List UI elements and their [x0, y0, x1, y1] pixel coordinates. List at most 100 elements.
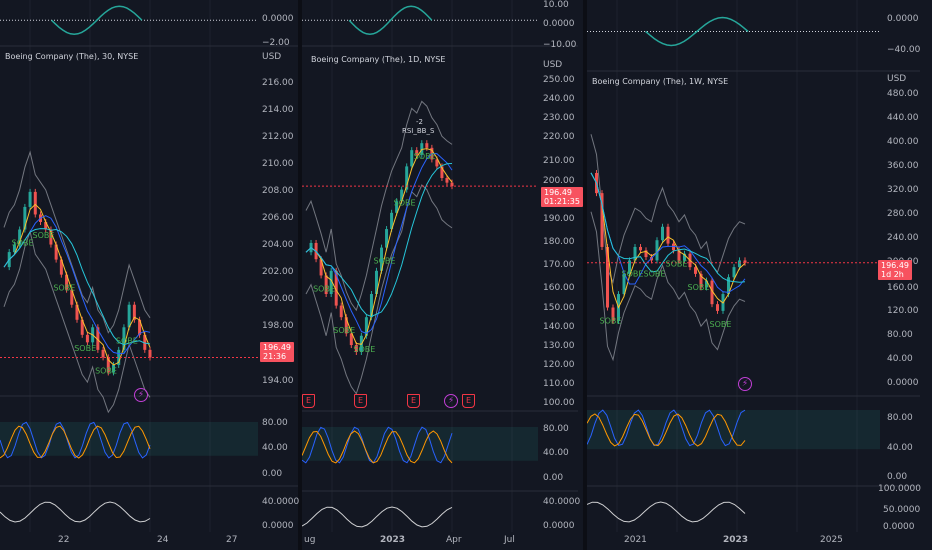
currency-label: USD	[887, 74, 907, 84]
candle-body	[127, 304, 131, 328]
price-axis-label: 216.00	[262, 78, 294, 88]
candle-body	[75, 304, 79, 320]
last-price: 196.49	[544, 188, 572, 197]
currency-label: USD	[543, 60, 563, 70]
candle-body	[380, 247, 384, 271]
bar-countdown: 21:36	[263, 352, 287, 361]
earnings-icon[interactable]: E	[462, 394, 475, 408]
price-axis-label: 208.00	[262, 186, 294, 196]
candle-body	[59, 259, 63, 275]
lower-axis-label: 40.00	[262, 443, 288, 453]
osc-axis-label: 0.0000	[887, 14, 919, 24]
price-axis-label: 280.00	[887, 209, 919, 219]
candle-body	[28, 191, 32, 207]
osc-axis-label: 0.0000	[262, 14, 294, 24]
bottom-indicator-line	[301, 506, 453, 528]
price-axis-label: 120.00	[543, 360, 575, 370]
candle-body	[85, 334, 89, 343]
moving-average-line	[590, 172, 746, 309]
candle-body	[694, 267, 697, 274]
earnings-icon[interactable]: E	[354, 394, 367, 408]
bottom-axis-label: 40.0000	[262, 497, 300, 507]
candle-body	[148, 349, 152, 358]
price-axis-label: 40.00	[887, 354, 913, 364]
pane-divider[interactable]	[583, 0, 587, 550]
candle-body	[415, 150, 419, 155]
last-price: 196.49	[881, 261, 909, 270]
price-axis-label: 200.00	[543, 176, 575, 186]
candle-body	[628, 260, 631, 274]
time-axis-label: 2023	[723, 535, 749, 545]
pane-divider[interactable]	[298, 0, 302, 550]
price-axis-label: 214.00	[262, 105, 294, 115]
lower-axis-label: 0.00	[262, 469, 283, 479]
price-axis-label: 206.00	[262, 213, 294, 223]
stoch-d-line	[301, 430, 453, 464]
bottom-axis-label: 0.0000	[883, 522, 915, 532]
candle-body	[324, 275, 328, 294]
price-axis-label: 140.00	[543, 322, 575, 332]
bottom-axis-label: 0.0000	[543, 521, 575, 531]
sobe-label: SOBE	[74, 344, 96, 353]
earnings-icon[interactable]: E	[302, 394, 315, 408]
lightning-icon[interactable]: ⚡	[134, 388, 148, 402]
earnings-icon[interactable]: E	[407, 394, 420, 408]
moving-average-line	[3, 228, 151, 346]
candle-body	[644, 250, 648, 258]
sobe-label: SOBE	[116, 336, 138, 345]
candle-body	[410, 150, 414, 167]
bollinger-upper	[305, 100, 453, 312]
sobe-label: SOBE	[666, 259, 688, 268]
candle-body	[143, 334, 147, 350]
bollinger-upper	[3, 150, 151, 334]
candle-body	[425, 143, 429, 148]
time-axis-label: ug	[304, 535, 316, 545]
candle-body	[677, 250, 681, 261]
time-axis-label: 27	[226, 535, 238, 545]
candle-body	[727, 277, 730, 295]
sobe-label: SOBE	[333, 326, 355, 335]
price-axis-label: 200.00	[262, 294, 294, 304]
lower-axis-label: 80.00	[543, 424, 569, 434]
candle-body	[705, 280, 708, 288]
price-axis-label: 360.00	[887, 161, 919, 171]
candle-body	[683, 253, 686, 261]
price-axis-label: 0.0000	[887, 378, 919, 388]
bottom-axis-label: 0.0000	[262, 521, 294, 531]
price-axis-label: 230.00	[543, 113, 575, 123]
sobe-label: SOBE	[12, 239, 34, 248]
candle-body	[49, 229, 53, 245]
lower-axis-label: 0.00	[543, 473, 564, 483]
candle-body	[374, 270, 378, 294]
candle-body	[122, 327, 126, 350]
candle-body	[611, 307, 615, 321]
candle-body	[390, 212, 394, 230]
candle-body	[80, 319, 84, 335]
candle-body	[106, 357, 110, 373]
bottom-indicator-line	[0, 501, 151, 523]
candle-body	[339, 305, 343, 318]
candle-body	[354, 345, 358, 352]
sobe-label: SOBE	[353, 345, 375, 354]
sobe-label: SOBE	[600, 317, 622, 326]
candle-body	[600, 193, 604, 247]
lightning-icon[interactable]: ⚡	[738, 377, 752, 391]
sobe-label: SOBE	[622, 269, 644, 278]
time-axis-label: 2025	[820, 535, 843, 545]
price-axis-label: 210.00	[543, 156, 575, 166]
last-price-tag: 196.49 21:36	[260, 342, 294, 362]
pane-title: Boeing Company (The), 1W, NYSE	[592, 77, 729, 86]
lightning-icon[interactable]: ⚡	[444, 394, 458, 408]
time-axis-label: 22	[58, 535, 70, 545]
candle-body	[54, 244, 58, 260]
price-axis-label: 130.00	[543, 341, 575, 351]
candle-body	[369, 294, 373, 318]
candle-body	[738, 260, 741, 268]
candle-body	[633, 246, 637, 261]
candle-body	[319, 259, 323, 276]
oscillator-line	[348, 5, 433, 36]
price-axis-label: 120.00	[887, 306, 919, 316]
candle-body	[334, 270, 338, 306]
candle-body	[96, 327, 100, 350]
